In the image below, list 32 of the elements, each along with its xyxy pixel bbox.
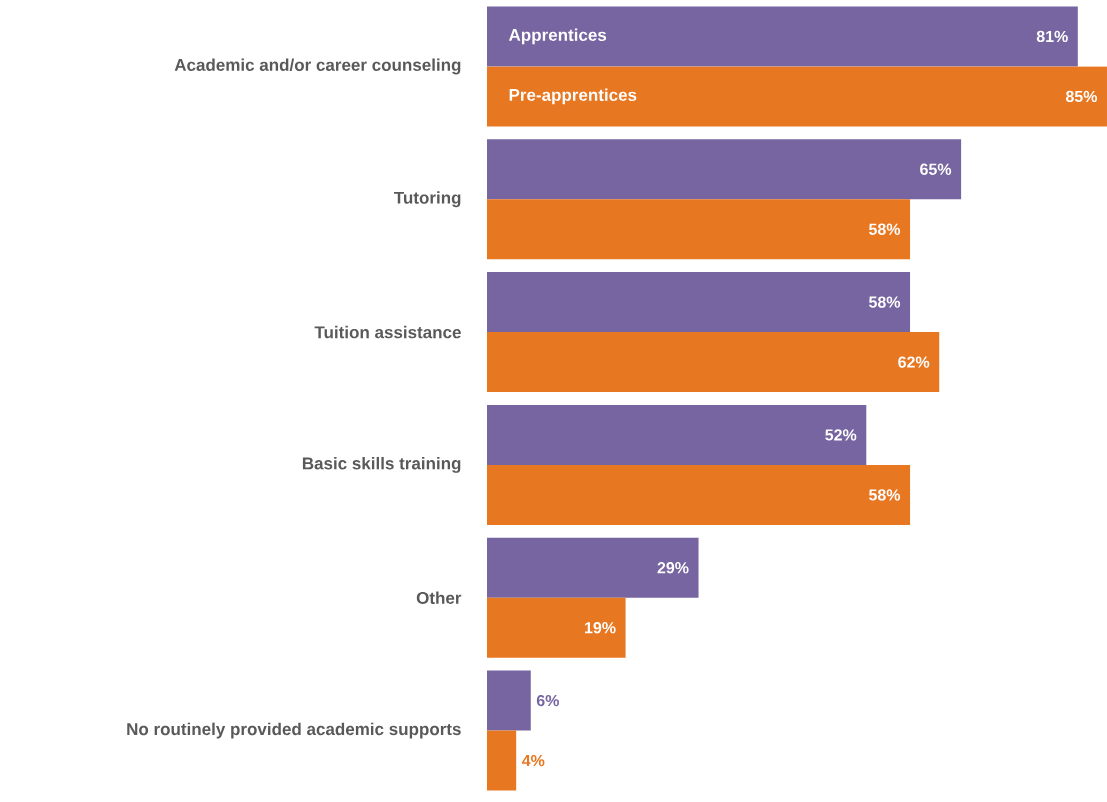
y-tick-label: Tutoring — [394, 191, 461, 208]
y-tick-label: No routinely provided academic supports — [127, 722, 461, 739]
data-label: 81% — [1036, 30, 1068, 43]
data-label: 62% — [898, 356, 930, 368]
series-label: Pre-apprentices — [509, 88, 637, 105]
y-tick-label: Basic skills training — [302, 456, 461, 473]
bar — [487, 66, 1107, 127]
data-label: 29% — [657, 562, 689, 574]
series-label: Apprentices — [508, 28, 607, 45]
bar — [487, 332, 940, 393]
y-tick-label: Tuition assistance — [314, 325, 461, 339]
bar — [487, 139, 962, 200]
bar — [487, 464, 911, 525]
bar — [487, 597, 626, 658]
data-label: 52% — [825, 429, 857, 441]
data-label: 58% — [868, 223, 901, 235]
data-label: 4% — [521, 754, 545, 767]
y-tick-label: Other — [416, 591, 462, 604]
data-label: 58% — [868, 296, 901, 308]
data-label: 65% — [920, 163, 952, 175]
bar — [487, 730, 517, 791]
y-tick-label: Academic and/or career counseling — [174, 58, 461, 75]
data-label: 85% — [1065, 90, 1098, 103]
bar — [487, 199, 911, 260]
bar — [487, 6, 1078, 67]
bar — [487, 670, 531, 731]
data-label: 58% — [868, 489, 901, 501]
bar — [487, 404, 867, 465]
bar — [487, 537, 699, 598]
bar — [487, 272, 911, 333]
data-label: 6% — [536, 694, 559, 707]
data-label: 19% — [585, 622, 616, 634]
